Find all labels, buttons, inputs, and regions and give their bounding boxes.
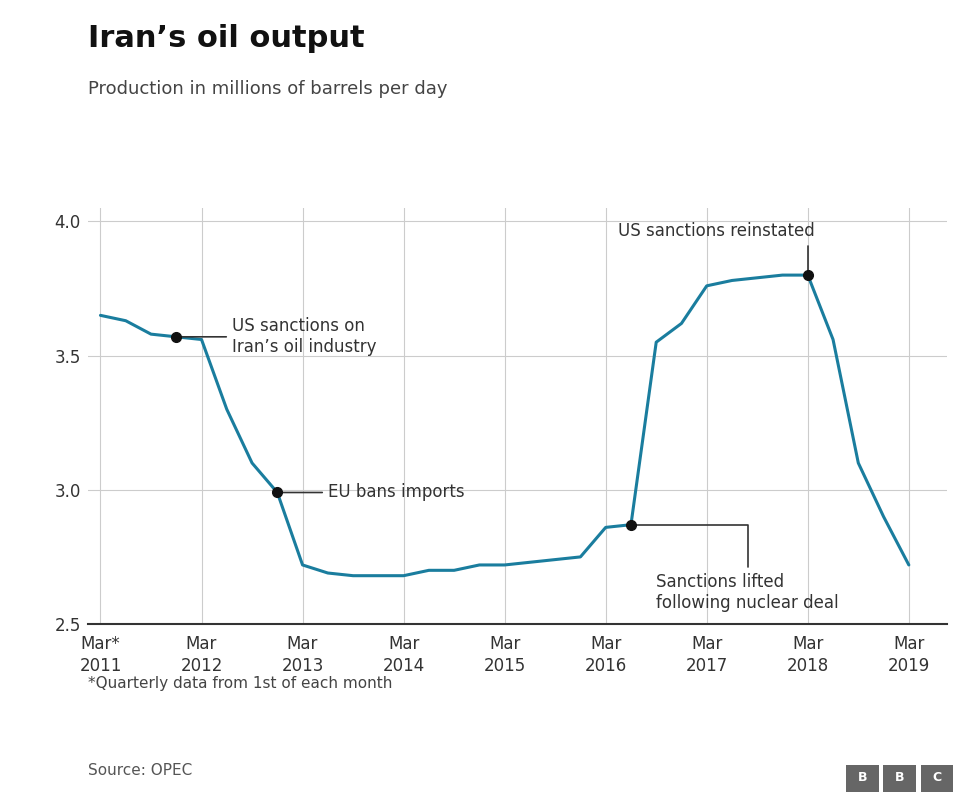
Text: Source: OPEC: Source: OPEC xyxy=(88,762,192,778)
Text: *Quarterly data from 1st of each month: *Quarterly data from 1st of each month xyxy=(88,676,392,691)
Text: Production in millions of barrels per day: Production in millions of barrels per da… xyxy=(88,80,447,98)
Text: C: C xyxy=(932,771,942,784)
Text: B: B xyxy=(895,771,905,784)
Text: B: B xyxy=(858,771,867,784)
Text: US sanctions on
Iran’s oil industry: US sanctions on Iran’s oil industry xyxy=(179,318,377,356)
Text: EU bans imports: EU bans imports xyxy=(280,483,465,502)
Text: Iran’s oil output: Iran’s oil output xyxy=(88,24,364,53)
Bar xyxy=(920,766,954,792)
Bar xyxy=(846,766,878,792)
Text: Sanctions lifted
following nuclear deal: Sanctions lifted following nuclear deal xyxy=(633,525,838,612)
Bar xyxy=(883,766,916,792)
Text: US sanctions reinstated: US sanctions reinstated xyxy=(619,222,815,272)
